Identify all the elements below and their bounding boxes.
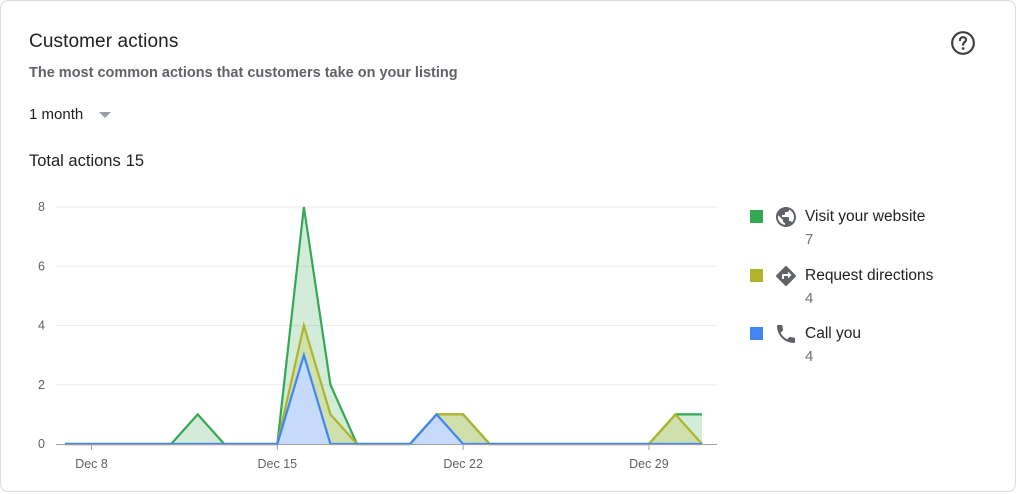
x-tick-label: Dec 15	[258, 457, 298, 471]
y-tick-label: 4	[38, 319, 45, 333]
card-subtitle: The most common actions that customers t…	[29, 65, 458, 81]
y-tick-label: 6	[38, 259, 45, 273]
y-tick-label: 0	[38, 437, 45, 451]
series-line-2	[65, 351, 702, 446]
legend-swatch-directions	[750, 269, 763, 282]
legend-value-website: 7	[805, 231, 814, 248]
x-tick-label: Dec 8	[75, 457, 108, 471]
globe-icon	[776, 207, 796, 227]
directions-icon	[776, 265, 797, 286]
legend-value-call: 4	[805, 348, 814, 365]
legend-label-call: Call you	[805, 325, 861, 342]
x-tick-label: Dec 22	[443, 457, 483, 471]
total-actions: Total actions 15	[29, 152, 144, 171]
total-actions-label: Total actions	[29, 152, 121, 170]
legend-item-website[interactable]: Visit your website 7	[749, 205, 1009, 255]
period-dropdown-label: 1 month	[29, 106, 84, 123]
total-actions-value: 15	[125, 152, 145, 170]
x-tick-label: Dec 29	[629, 457, 669, 471]
legend-swatch-website	[750, 210, 763, 223]
legend-item-call[interactable]: Call you 4	[749, 322, 1009, 372]
legend-label-website: Visit your website	[805, 208, 926, 225]
y-tick-label: 2	[38, 378, 45, 392]
period-dropdown[interactable]: 1 month	[29, 106, 112, 123]
legend-value-directions: 4	[805, 290, 814, 307]
phone-icon	[777, 325, 795, 343]
help-icon[interactable]	[950, 30, 976, 56]
y-tick-label: 8	[38, 200, 45, 214]
card-title: Customer actions	[29, 31, 179, 52]
caret-down-icon	[99, 112, 112, 118]
legend-swatch-call	[750, 327, 763, 340]
legend-label-directions: Request directions	[805, 267, 934, 284]
legend-item-directions[interactable]: Request directions 4	[749, 264, 1009, 314]
series-area-2	[65, 355, 702, 444]
